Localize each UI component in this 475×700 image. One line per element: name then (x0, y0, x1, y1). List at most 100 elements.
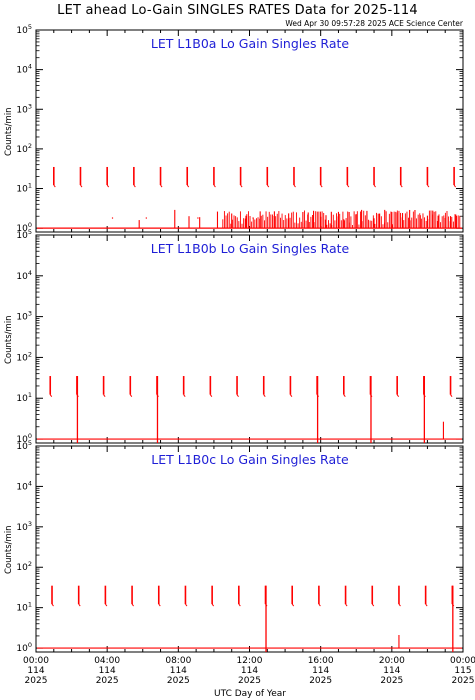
point-mark (145, 217, 148, 219)
spike-tail (290, 394, 293, 397)
spike-tail (371, 603, 375, 607)
y-tick-label: 104 (16, 63, 32, 76)
panel-title: LET L1B0b Lo Gain Singles Rate (151, 241, 350, 256)
spike-tail (343, 394, 346, 397)
panel-3: 100 101 102 103 104 105 Counts/min LET L1B0c Lo… (4, 439, 464, 654)
x-tick-year: 2025 (452, 676, 475, 686)
spike-tail (425, 603, 428, 607)
y-tick-label: 100 (16, 221, 32, 234)
x-tick-doy: 114 (99, 666, 116, 676)
spike-tail (160, 184, 163, 188)
series-line (37, 376, 462, 443)
x-tick-doy: 114 (27, 666, 44, 676)
spike-tail (396, 394, 400, 397)
spike-tail (263, 394, 266, 397)
y-axis-label: Counts/min (4, 525, 14, 574)
spike-tail (106, 184, 110, 188)
spike-tail (236, 394, 239, 397)
spike-tail (51, 603, 54, 607)
spike-tail (240, 184, 243, 188)
x-tick-year: 2025 (96, 676, 119, 686)
y-tick-label: 105 (16, 439, 32, 452)
timestamp: Wed Apr 30 09:57:28 2025 ACE Science Cen… (285, 19, 463, 28)
spike-tail (400, 184, 403, 188)
x-tick-time: 20:00 (379, 656, 405, 666)
spike-tail (49, 394, 53, 397)
plot-frame (35, 29, 464, 233)
x-tick-time: 04:00 (94, 656, 120, 666)
spike-tail (209, 394, 213, 397)
x-tick-time: 08:00 (165, 656, 191, 666)
spike-tail (133, 184, 136, 188)
spike-tail (345, 603, 348, 607)
spike-tail (320, 184, 323, 188)
spike-tail (186, 184, 190, 188)
y-tick-label: 103 (16, 102, 32, 115)
point-mark (111, 217, 114, 219)
spike-tail (211, 603, 215, 607)
point-mark (197, 217, 199, 219)
x-axis-label: UTC Day of Year (214, 689, 286, 699)
panel-2: 100 101 102 103 104 105 Counts/min LET L1B0b Lo… (4, 228, 464, 445)
spike-tail (53, 184, 56, 188)
y-tick-label: 101 (16, 391, 32, 404)
x-tick-doy: 114 (170, 666, 187, 676)
spike-tail (213, 184, 216, 188)
spike-tail (266, 184, 270, 188)
spike-tail (238, 603, 241, 607)
y-tick-label: 104 (16, 479, 32, 492)
x-tick-year: 2025 (238, 676, 261, 686)
y-tick-label: 105 (16, 228, 32, 241)
spike-tail (293, 184, 296, 188)
page-title: LET ahead Lo-Gain SINGLES RATES Data for… (57, 3, 418, 18)
spike-tail (346, 184, 350, 188)
y-tick-label: 103 (16, 520, 32, 533)
y-tick-label: 100 (16, 432, 32, 445)
spike-tail (453, 184, 457, 188)
spike-tail (398, 603, 401, 607)
plot-frame (35, 445, 464, 653)
spike-tail (183, 394, 186, 397)
y-tick-label: 101 (16, 182, 32, 195)
x-tick-doy: 114 (312, 666, 329, 676)
y-tick-label: 101 (16, 601, 32, 614)
x-tick-time: 00:00 (450, 656, 475, 666)
spike-tail (185, 603, 188, 607)
panel-title: LET L1B0c Lo Gain Singles Rate (151, 452, 349, 467)
x-tick-year: 2025 (380, 676, 403, 686)
series-line (37, 166, 462, 229)
spike-tail (291, 603, 295, 607)
spike-tail (373, 184, 376, 188)
x-tick-time: 16:00 (308, 656, 334, 666)
x-tick-doy: 114 (241, 666, 258, 676)
y-tick-label: 103 (16, 310, 32, 323)
y-tick-label: 100 (16, 641, 32, 654)
x-tick-year: 2025 (25, 676, 48, 686)
x-tick-doy: 115 (454, 666, 471, 676)
spike-tail (104, 603, 108, 607)
panel-title: LET L1B0a Lo Gain Singles Rate (151, 36, 350, 51)
x-tick-time: 12:00 (237, 656, 263, 666)
y-tick-label: 102 (16, 142, 32, 155)
point-mark (252, 217, 254, 219)
y-axis-label: Counts/min (4, 315, 14, 364)
spike-tail (103, 394, 106, 397)
spike-tail (129, 394, 133, 397)
spike-tail (131, 603, 134, 607)
spike-tail (158, 603, 161, 607)
spike-tail (80, 184, 83, 188)
y-tick-label: 104 (16, 269, 32, 282)
series-line (37, 585, 462, 652)
y-tick-label: 102 (16, 350, 32, 363)
x-tick-year: 2025 (167, 676, 190, 686)
spike-tail (78, 603, 81, 607)
x-tick-doy: 114 (383, 666, 400, 676)
plot-frame (35, 234, 464, 444)
panel-1: 100 101 102 103 104 105 Counts/min LET L1B0a Lo… (4, 23, 464, 234)
